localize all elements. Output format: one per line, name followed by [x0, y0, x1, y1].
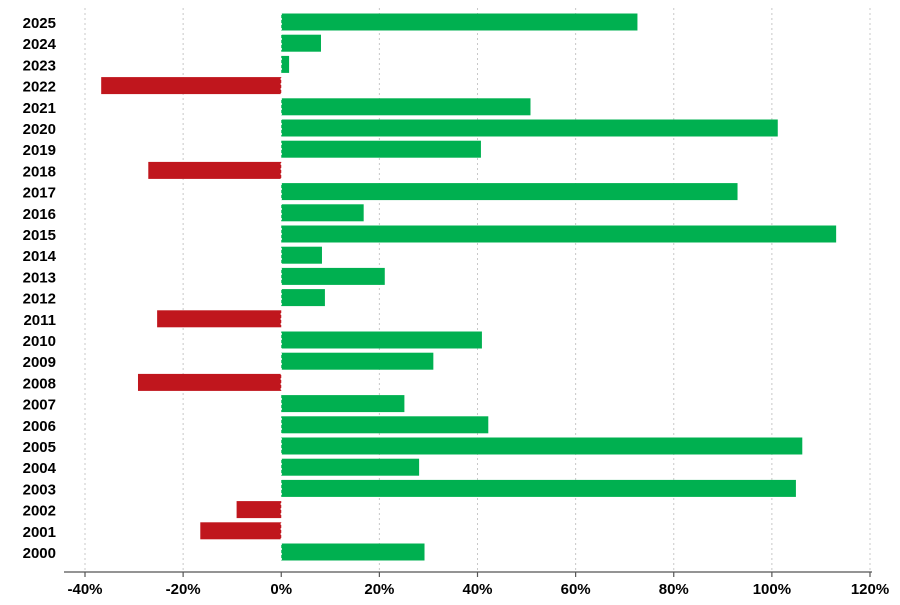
bars [101, 13, 837, 561]
bar-2001 [200, 522, 282, 540]
x-tick-label: 80% [659, 581, 689, 598]
category-label: 2023 [23, 57, 56, 74]
category-label: 2017 [23, 185, 56, 202]
bar-2016 [281, 204, 364, 222]
bar-2009 [281, 352, 434, 370]
category-label: 2018 [23, 163, 56, 180]
x-axis [64, 571, 872, 577]
category-label: 2008 [23, 375, 56, 392]
x-tick-label: 0% [270, 581, 292, 598]
category-label: 2025 [23, 15, 56, 32]
bar-2005 [281, 437, 803, 455]
bar-2015 [281, 225, 837, 243]
category-label: 2001 [23, 524, 56, 541]
category-label: 2004 [23, 460, 57, 477]
bar-2012 [281, 289, 325, 307]
x-tick-label: 60% [561, 581, 591, 598]
grid-lines [84, 8, 871, 572]
y-axis-labels: 2025 2024 2023 2022 2021 2020 2019 2018 2017 2016… [23, 15, 57, 562]
bar-2021 [281, 98, 531, 116]
category-label: 2022 [23, 79, 56, 96]
bar-2003 [281, 479, 796, 497]
bar-2000 [281, 543, 425, 561]
bar-2024 [281, 34, 321, 52]
category-label: 2015 [23, 227, 56, 244]
bar-2017 [281, 183, 738, 201]
category-label: 2005 [23, 439, 56, 456]
bar-2013 [281, 267, 385, 285]
x-tick-label: -40% [67, 581, 102, 598]
bar-2007 [281, 395, 405, 413]
category-label: 2024 [23, 36, 57, 53]
bar-2004 [281, 458, 420, 476]
bar-2014 [281, 246, 322, 264]
bar-2006 [281, 416, 489, 434]
category-label: 2012 [23, 291, 56, 308]
x-tick-label: 100% [753, 581, 791, 598]
category-label: 2019 [23, 142, 56, 159]
category-label: 2020 [23, 121, 56, 138]
category-label: 2009 [23, 354, 56, 371]
category-label: 2006 [23, 418, 56, 435]
bar-2008 [137, 373, 282, 391]
bar-2019 [281, 140, 481, 158]
bar-2025 [281, 13, 638, 31]
bar-2010 [281, 331, 482, 349]
bar-2011 [157, 310, 282, 328]
category-label: 2000 [23, 545, 56, 562]
category-label: 2010 [23, 333, 56, 350]
category-label: 2016 [23, 206, 56, 223]
category-label: 2007 [23, 397, 56, 414]
bar-2023 [281, 55, 290, 73]
category-label: 2013 [23, 269, 56, 286]
category-label: 2011 [23, 312, 56, 329]
category-label: 2002 [23, 503, 56, 520]
bar-2002 [236, 501, 282, 519]
category-label: 2014 [23, 248, 57, 265]
x-tick-label: 120% [851, 581, 889, 598]
bar-2022 [101, 77, 282, 95]
category-label: 2021 [23, 100, 56, 117]
x-tick-label: 20% [364, 581, 394, 598]
x-tick-label: -20% [166, 581, 201, 598]
bar-2020 [281, 119, 778, 137]
x-tick-labels: -40% -20% 0% 20% 40% 60% 80% 100% 120% [67, 581, 889, 598]
bar-2018 [148, 161, 282, 179]
category-label: 2003 [23, 481, 56, 498]
x-tick-label: 40% [462, 581, 492, 598]
